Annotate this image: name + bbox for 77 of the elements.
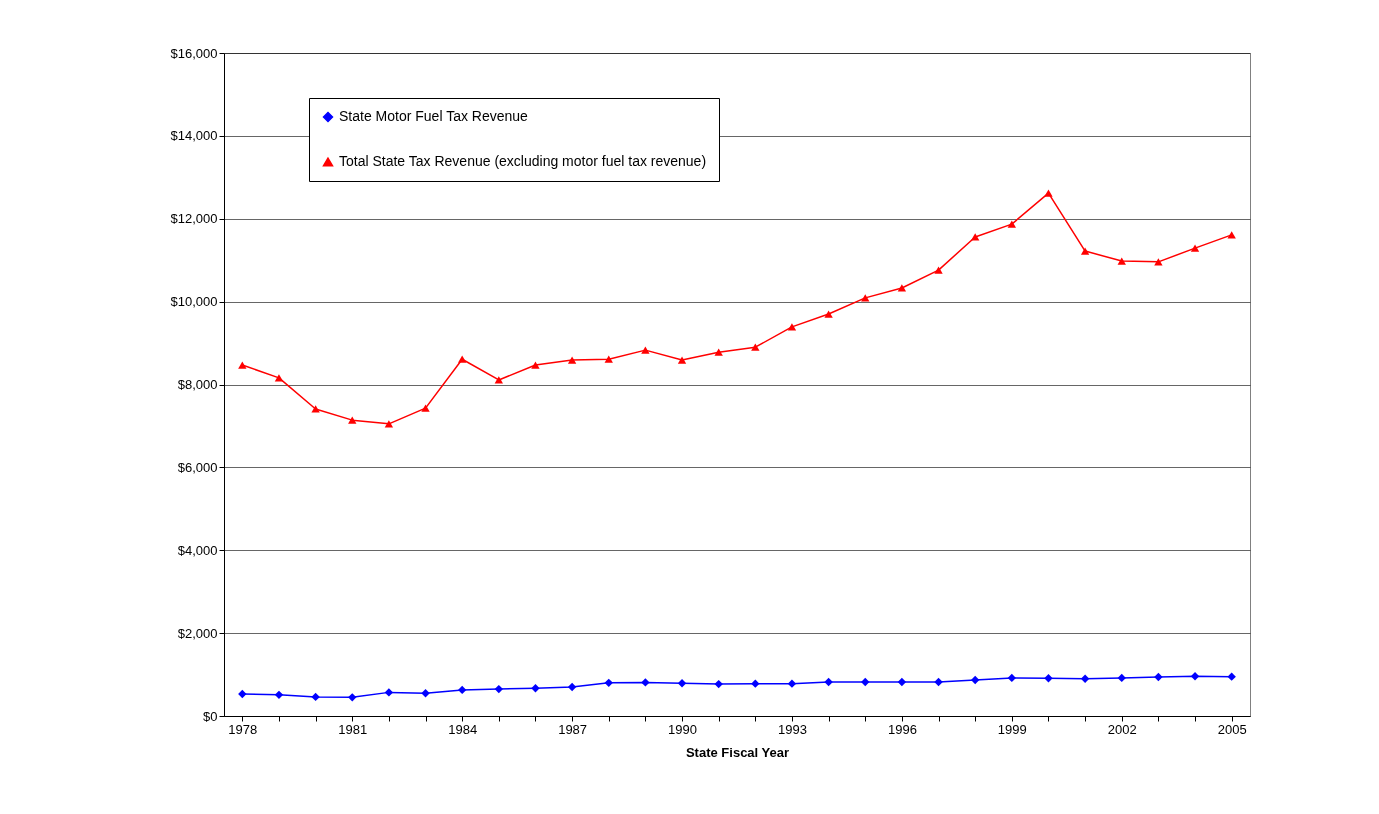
point: [604, 678, 613, 688]
y-tick-label: $2,000: [177, 625, 218, 641]
y-tick-label: $4,000: [177, 542, 218, 558]
point: [1190, 672, 1200, 681]
x-tick-label: 1984: [448, 721, 478, 737]
point: [641, 678, 650, 687]
point: [971, 675, 980, 685]
point: [824, 677, 833, 687]
point: [421, 404, 430, 412]
x-tick-label: 2002: [1107, 721, 1137, 737]
y-tick-label: $8,000: [177, 377, 218, 392]
point: [348, 416, 357, 424]
point: [1007, 220, 1016, 228]
point: [1080, 247, 1090, 255]
x-tick-label: 1999: [997, 721, 1027, 737]
y-tick-label: $0: [203, 708, 218, 724]
point: [384, 688, 394, 697]
y-tick-label: $14,000: [170, 128, 218, 144]
point: [1190, 244, 1200, 252]
point: [1117, 257, 1126, 265]
point: [1154, 672, 1163, 682]
point: [1227, 231, 1236, 239]
y-tick-label: $16,000: [170, 45, 218, 61]
y-tick-label: $12,000: [170, 211, 218, 227]
point: [567, 356, 577, 364]
point: [311, 692, 320, 702]
y-tick-label: $10,000: [170, 294, 218, 310]
x-tick-label: 2005: [1217, 721, 1247, 737]
x-tick-label: 1981: [338, 721, 368, 737]
point: [458, 355, 467, 363]
x-tick-label: 1990: [668, 721, 697, 737]
point: [971, 233, 980, 241]
point: [714, 679, 723, 689]
point: [897, 677, 907, 687]
point: [1044, 674, 1053, 683]
point: [787, 679, 797, 688]
point: [1044, 189, 1053, 197]
point: [751, 679, 760, 688]
point: [934, 266, 943, 274]
point: [567, 682, 577, 692]
point: [421, 689, 430, 698]
point: [238, 361, 247, 369]
x-tick-label: 1993: [778, 721, 807, 737]
point: [494, 376, 503, 384]
point: [677, 356, 687, 364]
point: [531, 361, 540, 369]
legend-label: Total State Tax Revenue (excluding motor fuel tax revenue): [339, 153, 707, 169]
point: [1080, 674, 1090, 683]
legend-label: State Motor Fuel Tax Revenue: [339, 108, 529, 124]
y-tick-label: $6,000: [177, 459, 218, 475]
point: [641, 346, 650, 354]
point: [274, 374, 284, 382]
point: [787, 323, 797, 331]
point: [751, 343, 760, 351]
point: [458, 685, 467, 695]
point: [1117, 673, 1126, 683]
point: [494, 684, 503, 694]
point: [934, 677, 943, 687]
point: [604, 355, 613, 363]
point: [531, 684, 540, 693]
point: [348, 693, 357, 702]
point: [238, 689, 247, 699]
x-axis-title: State Fiscal Year: [685, 744, 790, 760]
point: [897, 284, 907, 292]
point: [861, 677, 870, 687]
point: [677, 679, 687, 688]
point: [311, 405, 320, 413]
point: [861, 294, 870, 302]
x-tick-label: 1996: [887, 721, 917, 737]
point: [1154, 258, 1163, 266]
point: [824, 310, 833, 318]
point: [1007, 673, 1016, 683]
point: [274, 690, 284, 700]
x-tick-label: 1978: [228, 721, 258, 737]
point: [714, 348, 723, 356]
point: [1227, 672, 1236, 681]
x-tick-label: 1987: [558, 721, 588, 737]
